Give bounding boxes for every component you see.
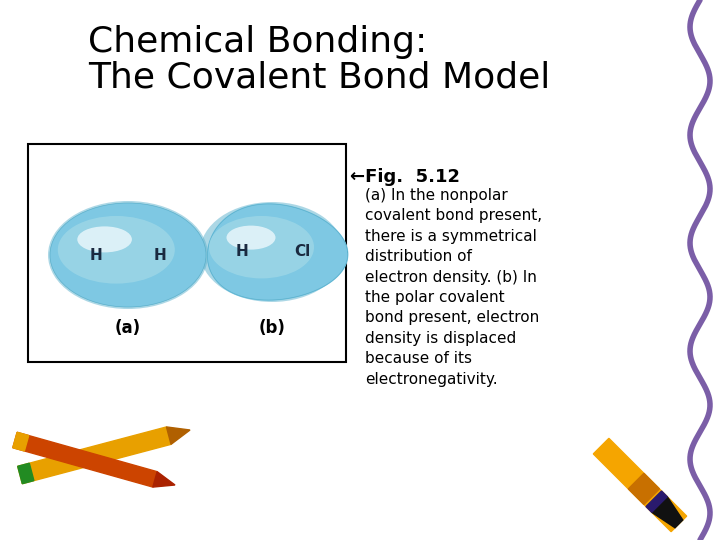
Polygon shape <box>18 427 171 484</box>
Text: H: H <box>153 247 166 262</box>
Polygon shape <box>18 463 34 484</box>
Ellipse shape <box>58 216 175 284</box>
Ellipse shape <box>227 226 276 249</box>
Polygon shape <box>207 204 348 300</box>
Polygon shape <box>646 491 667 512</box>
Ellipse shape <box>77 226 132 252</box>
Ellipse shape <box>48 201 208 309</box>
Polygon shape <box>652 497 683 528</box>
Polygon shape <box>593 438 687 532</box>
FancyBboxPatch shape <box>28 144 346 362</box>
Text: (b): (b) <box>258 319 285 337</box>
Polygon shape <box>13 433 29 451</box>
Polygon shape <box>13 433 157 487</box>
Ellipse shape <box>200 202 344 302</box>
Polygon shape <box>166 427 190 444</box>
Text: Chemical Bonding:: Chemical Bonding: <box>88 25 427 59</box>
Text: Cl: Cl <box>294 245 310 260</box>
Text: ←Fig.  5.12: ←Fig. 5.12 <box>350 168 460 186</box>
Text: H: H <box>89 247 102 262</box>
Ellipse shape <box>50 203 206 307</box>
Text: (a) In the nonpolar
covalent bond present,
there is a symmetrical
distribution o: (a) In the nonpolar covalent bond presen… <box>365 188 542 387</box>
Polygon shape <box>629 474 660 504</box>
Text: (a): (a) <box>115 319 141 337</box>
Ellipse shape <box>209 216 314 279</box>
Polygon shape <box>153 471 175 487</box>
Text: The Covalent Bond Model: The Covalent Bond Model <box>88 61 550 95</box>
Text: H: H <box>235 245 248 260</box>
